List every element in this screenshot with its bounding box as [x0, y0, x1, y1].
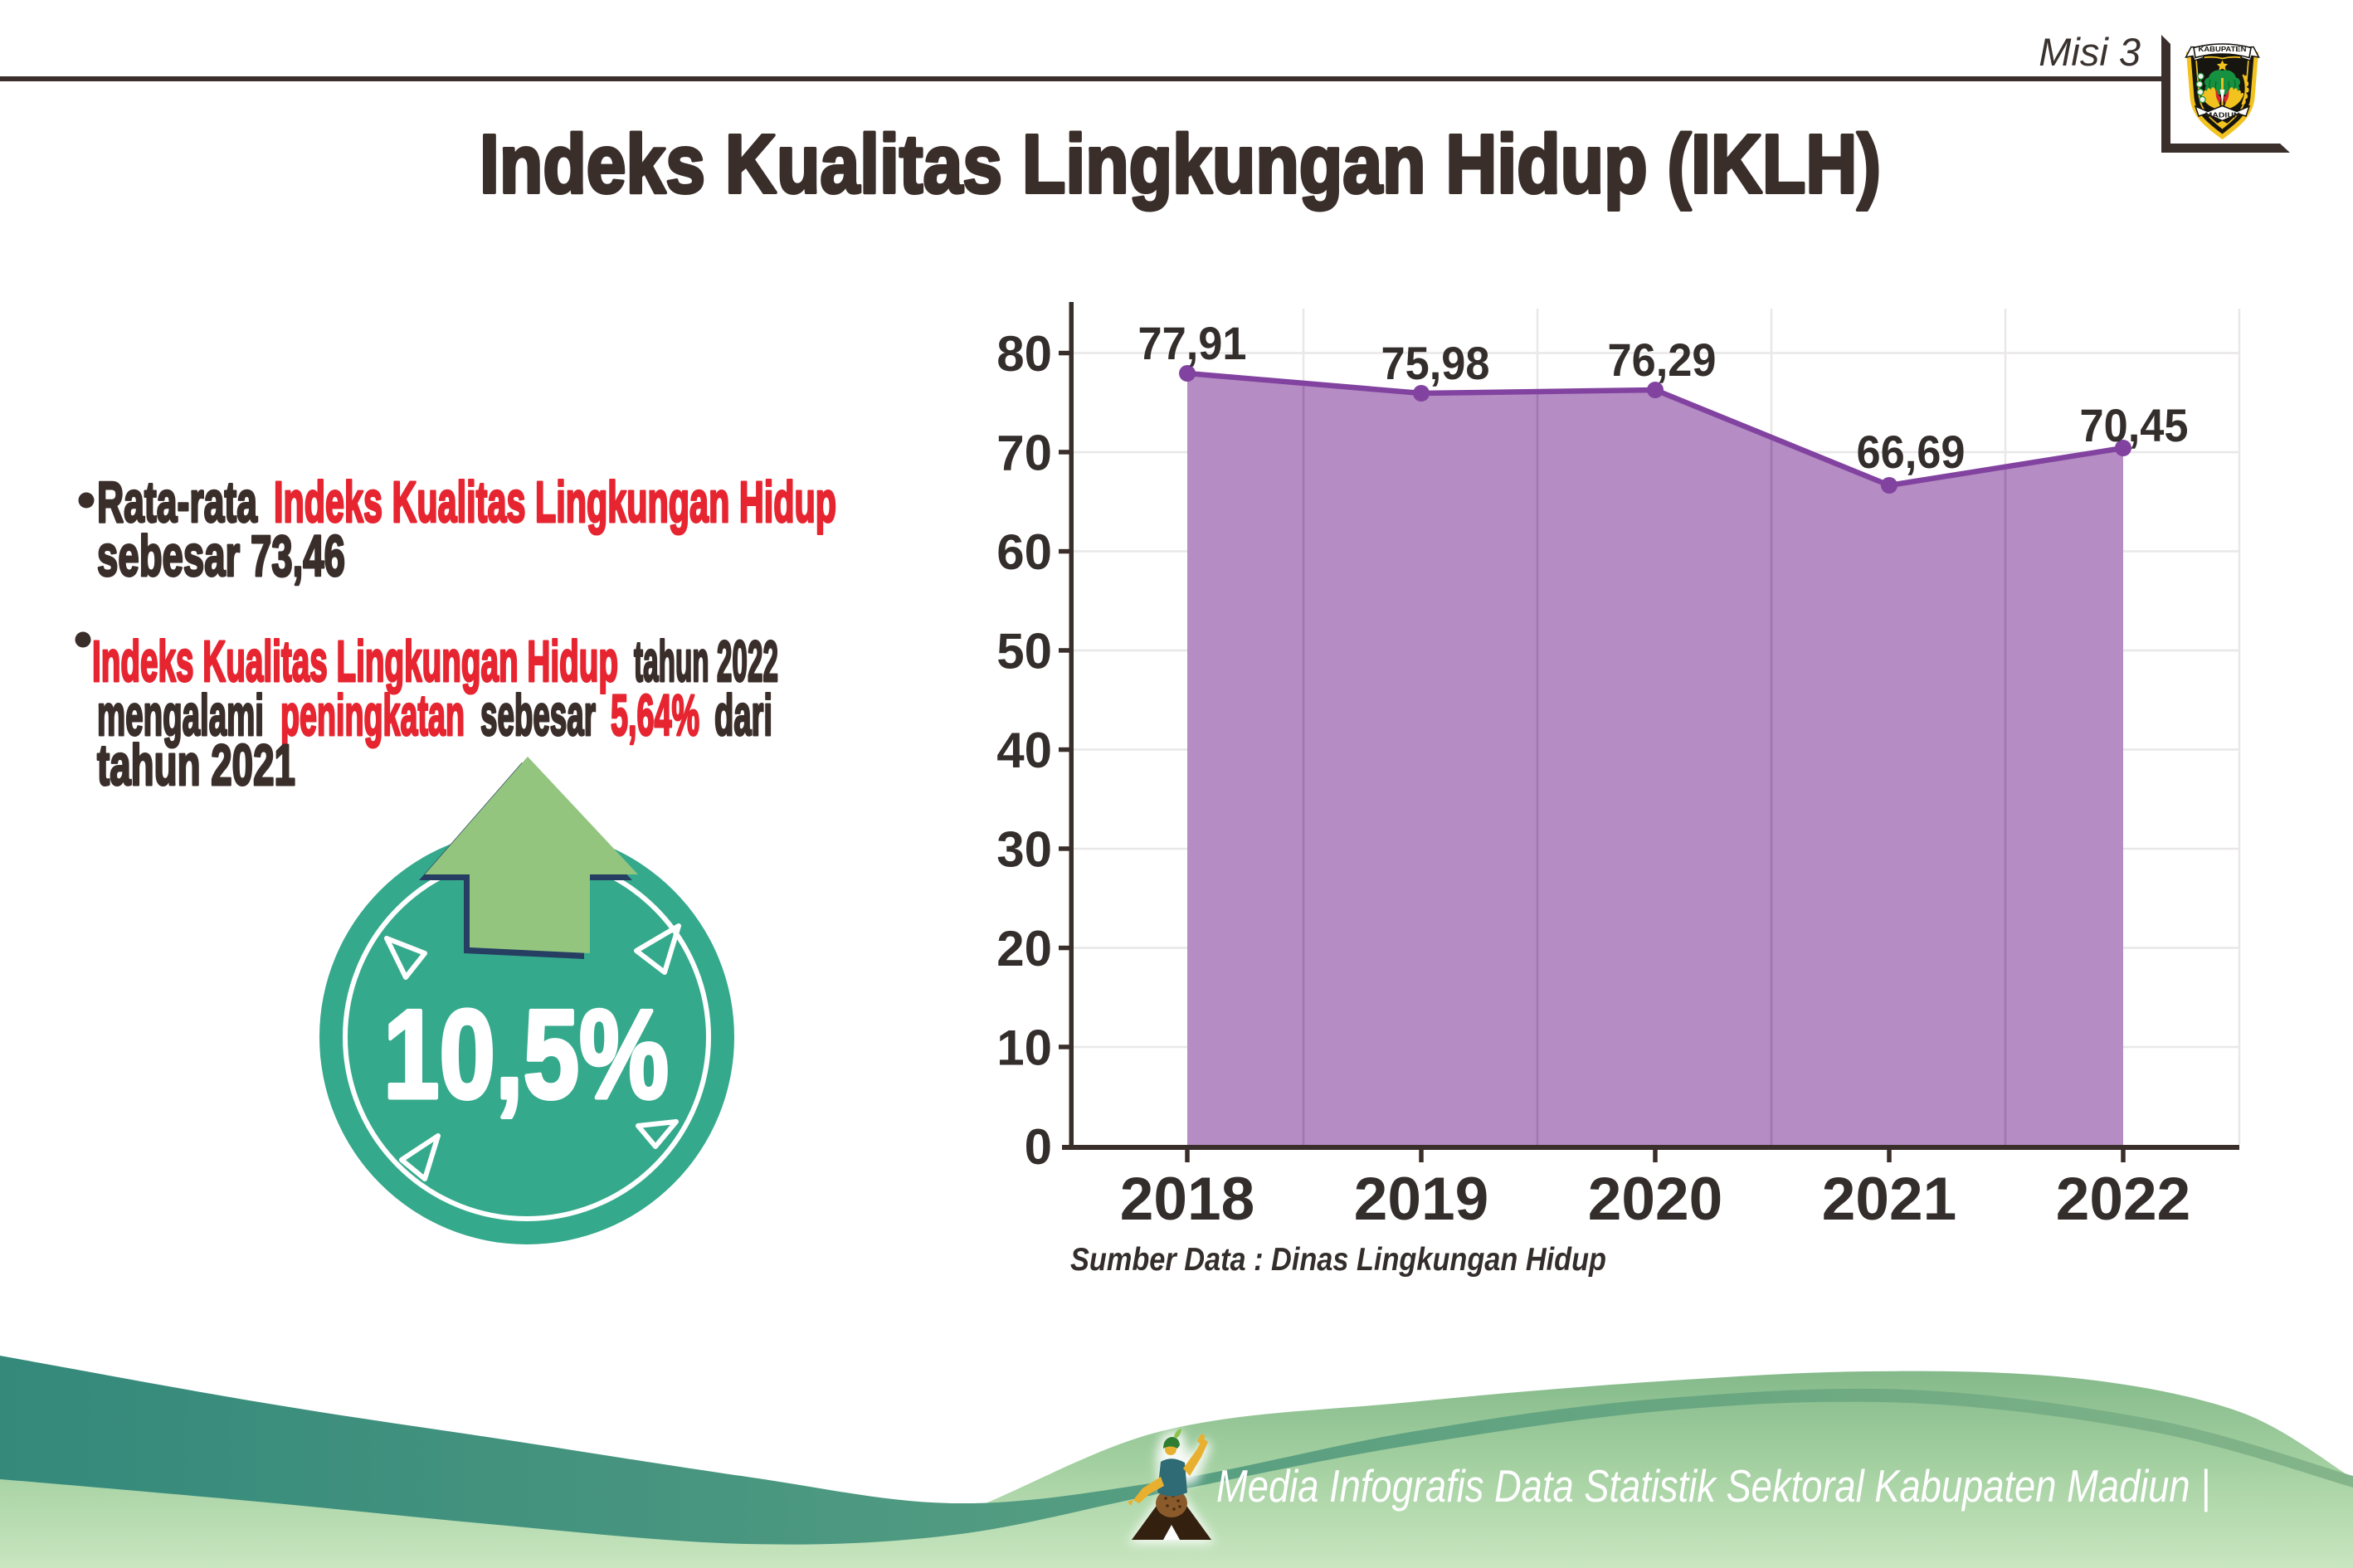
svg-text:tahun 2022: tahun 2022: [634, 629, 778, 694]
svg-text:mengalami: mengalami: [97, 683, 264, 747]
svg-text:Indeks Kualitas Lingkungan Hid: Indeks Kualitas Lingkungan Hidup: [92, 629, 618, 694]
svg-text:KABUPATEN: KABUPATEN: [2199, 45, 2247, 53]
svg-text:sebesar 73,46: sebesar 73,46: [97, 523, 345, 588]
svg-text:2021: 2021: [1822, 1166, 1956, 1233]
svg-text:5,64%: 5,64%: [611, 683, 699, 747]
svg-text:75,98: 75,98: [1381, 337, 1490, 389]
svg-text:2020: 2020: [1588, 1166, 1722, 1233]
svg-text:peningkatan: peningkatan: [280, 683, 465, 747]
svg-text:10,5%: 10,5%: [383, 984, 669, 1125]
svg-text:70,45: 70,45: [2080, 399, 2189, 451]
svg-text:Media Infografis Data Statisti: Media Infografis Data Statistik Sektoral…: [1216, 1460, 2210, 1512]
svg-text:76,29: 76,29: [1608, 334, 1717, 386]
svg-text:Rata-rata: Rata-rata: [97, 470, 258, 534]
svg-text:sebesar: sebesar: [480, 683, 596, 747]
svg-text:2019: 2019: [1354, 1166, 1488, 1233]
svg-text:80: 80: [996, 326, 1052, 382]
svg-text:tahun 2021: tahun 2021: [97, 733, 295, 797]
svg-text:Misi 3: Misi 3: [2039, 30, 2141, 74]
svg-text:MADIUN: MADIUN: [2205, 111, 2240, 119]
svg-text:77,91: 77,91: [1138, 317, 1247, 369]
svg-text:50: 50: [996, 624, 1052, 679]
svg-text:40: 40: [996, 723, 1052, 778]
svg-text:20: 20: [996, 921, 1052, 976]
svg-text:Indeks Kualitas Lingkungan Hid: Indeks Kualitas Lingkungan Hidup: [274, 470, 836, 534]
svg-text:30: 30: [996, 822, 1052, 878]
svg-text:2022: 2022: [2056, 1166, 2190, 1233]
svg-text:60: 60: [996, 524, 1052, 580]
svg-text:70: 70: [996, 426, 1052, 481]
svg-text:2018: 2018: [1120, 1166, 1254, 1233]
svg-text:0: 0: [1025, 1119, 1052, 1175]
svg-text:66,69: 66,69: [1857, 426, 1966, 478]
svg-text:Sumber Data : Dinas Lingkungan: Sumber Data : Dinas Lingkungan Hidup: [1070, 1242, 1606, 1278]
svg-text:10: 10: [996, 1020, 1052, 1076]
svg-text:dari: dari: [714, 683, 772, 747]
svg-text:Indeks Kualitas Lingkungan Hid: Indeks Kualitas Lingkungan Hidup (IKLH): [480, 118, 1881, 211]
